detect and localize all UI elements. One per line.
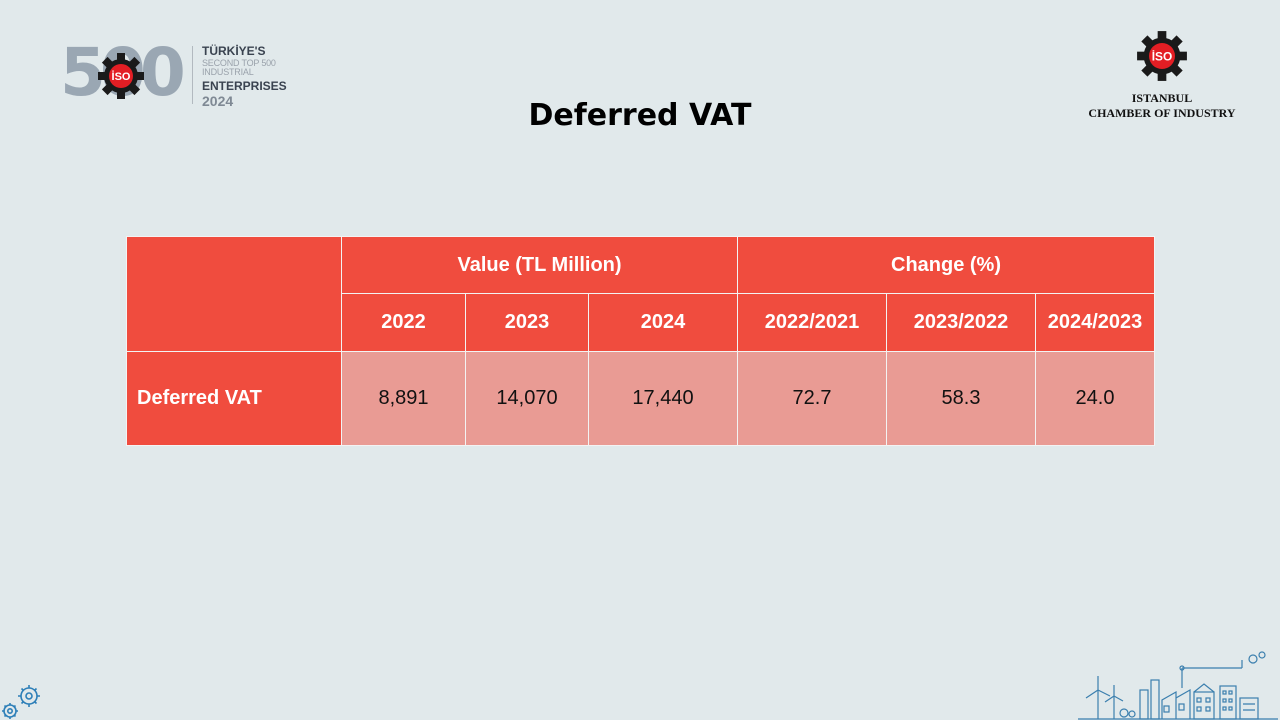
table-cell: 17,440 (588, 351, 738, 446)
logo-line-3: ENTERPRISES (202, 79, 287, 93)
table-cell: 8,891 (341, 351, 466, 446)
industrial-skyline-icon (1078, 651, 1278, 720)
corner-gears-icon (2, 685, 40, 719)
table-corner-cell (126, 236, 342, 352)
page-title: Deferred VAT (528, 98, 752, 133)
column-header: 2024 (588, 293, 738, 352)
column-header: 2023/2022 (886, 293, 1036, 352)
chamber-name-line-1: ISTANBUL (1131, 91, 1193, 105)
table-row: Deferred VAT 8,891 14,070 17,440 72.7 58… (126, 351, 1155, 446)
column-header: 2023 (465, 293, 589, 352)
column-header: 2022 (341, 293, 466, 352)
istanbul-chamber-logo: İSO ISTANBUL CHAMBER OF INDUSTRY (1070, 30, 1254, 121)
table-cell: 58.3 (886, 351, 1036, 446)
svg-text:İSO: İSO (112, 70, 131, 83)
logo-line-1: TÜRKİYE'S (202, 44, 266, 58)
iso-gear-icon: İSO (1137, 31, 1187, 81)
logo-year: 2024 (202, 93, 234, 109)
table-cell: 24.0 (1035, 351, 1155, 446)
row-label: Deferred VAT (126, 351, 342, 446)
gear-badge-icon: İSO (98, 53, 144, 99)
table-cell: 72.7 (737, 351, 887, 446)
group-header-value: Value (TL Million) (341, 236, 738, 294)
table-cell: 14,070 (465, 351, 589, 446)
logo-line-2: SECOND TOP 500 INDUSTRIAL (202, 58, 276, 77)
top-500-logo: 500 İSO TÜRKİYE'S SECOND TOP 500 INDUSTR… (60, 40, 320, 109)
chamber-name-line-2: CHAMBER OF INDUSTRY (1088, 106, 1236, 120)
logo-text-block: TÜRKİYE'S SECOND TOP 500 INDUSTRIAL ENTE… (202, 45, 320, 108)
column-header: 2022/2021 (737, 293, 887, 352)
column-header: 2024/2023 (1035, 293, 1155, 352)
group-header-change: Change (%) (737, 236, 1155, 294)
deferred-vat-table: Value (TL Million) Change (%) 2022 2023 … (126, 236, 1155, 446)
logo-divider (192, 46, 193, 104)
svg-text:İSO: İSO (1152, 48, 1173, 63)
